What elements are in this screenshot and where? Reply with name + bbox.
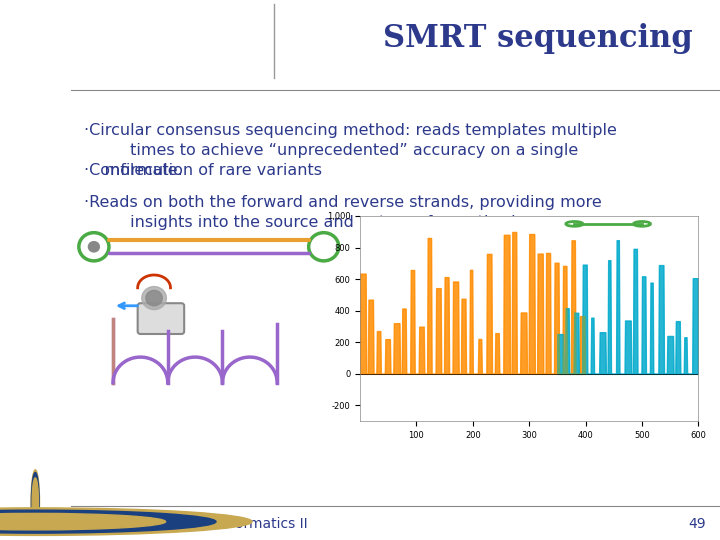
Text: 49: 49 <box>688 517 706 531</box>
Text: ·Circular consensus sequencing method: reads templates multiple
         times t: ·Circular consensus sequencing method: r… <box>84 123 616 178</box>
Text: Databases in bioinformatics II: Databases in bioinformatics II <box>101 517 307 531</box>
Circle shape <box>0 510 216 533</box>
Circle shape <box>31 470 40 535</box>
Text: SMRT sequencing: SMRT sequencing <box>383 23 693 55</box>
Text: UNIVERSITY OF GOTHENBURG: UNIVERSITY OF GOTHENBURG <box>30 172 40 347</box>
FancyBboxPatch shape <box>138 303 184 334</box>
Circle shape <box>0 508 252 536</box>
Text: ·Reads on both the forward and reverse strands, providing more
         insights: ·Reads on both the forward and reverse s… <box>84 195 601 230</box>
Circle shape <box>146 291 162 306</box>
Circle shape <box>32 478 38 526</box>
Circle shape <box>89 242 99 252</box>
Circle shape <box>32 472 39 532</box>
Circle shape <box>142 287 166 309</box>
Circle shape <box>0 514 166 530</box>
Text: ·Confirmation of rare variants: ·Confirmation of rare variants <box>84 163 322 178</box>
